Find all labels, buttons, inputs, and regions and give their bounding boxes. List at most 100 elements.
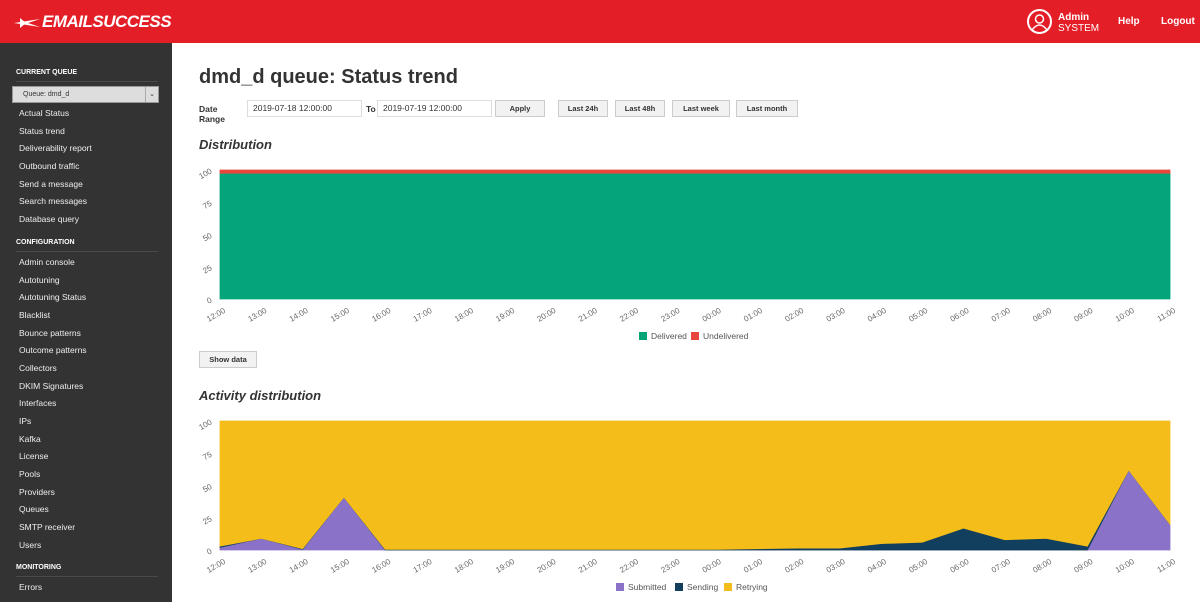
last-month-button[interactable]: Last month: [736, 100, 798, 117]
x-tick-label: 10:00: [1114, 306, 1136, 324]
last-24h-button[interactable]: Last 24h: [558, 100, 608, 117]
sidebar-item-smtp-receiver[interactable]: SMTP receiver: [19, 522, 76, 533]
top-bar: EMAILSUCCESS Admin SYSTEM Help Logout: [0, 0, 1200, 43]
x-tick-label: 01:00: [742, 306, 764, 324]
logo-arrow-icon: [14, 17, 40, 28]
sidebar-item-pools[interactable]: Pools: [19, 469, 41, 480]
x-tick-label: 06:00: [949, 557, 971, 575]
y-tick-label: 0: [205, 546, 214, 556]
sidebar-item-bounce-patterns[interactable]: Bounce patterns: [19, 327, 81, 338]
legend-label-undelivered[interactable]: Undelivered: [703, 331, 749, 341]
x-tick-label: 14:00: [288, 306, 310, 324]
sidebar-item-admin-console[interactable]: Admin console: [19, 256, 75, 267]
x-tick-label: 21:00: [577, 306, 599, 324]
sidebar-item-database-query[interactable]: Database query: [19, 214, 80, 225]
help-link[interactable]: Help: [1118, 16, 1140, 27]
apply-button[interactable]: Apply: [495, 100, 545, 117]
x-tick-label: 19:00: [494, 306, 516, 324]
sidebar-item-autotuning[interactable]: Autotuning: [19, 274, 60, 285]
x-tick-label: 02:00: [783, 557, 805, 575]
x-tick-label: 01:00: [742, 557, 764, 575]
x-tick-label: 20:00: [536, 557, 558, 575]
sidebar-item-kafka[interactable]: Kafka: [19, 433, 41, 444]
sidebar-item-search-messages[interactable]: Search messages: [19, 196, 88, 207]
sidebar-item-interfaces[interactable]: Interfaces: [19, 398, 57, 409]
sidebar-item-license[interactable]: License: [19, 451, 49, 462]
x-tick-label: 09:00: [1073, 557, 1095, 575]
x-tick-label: 23:00: [660, 306, 682, 324]
queue-select[interactable]: Queue: dmd_d ⌄: [12, 86, 159, 103]
sidebar-item-ips[interactable]: IPs: [19, 416, 32, 426]
y-tick-label: 100: [197, 166, 214, 181]
sidebar-item-status-trend[interactable]: Status trend: [19, 125, 65, 136]
user-info[interactable]: Admin SYSTEM: [1058, 12, 1099, 34]
x-tick-label: 14:00: [288, 557, 310, 575]
sidebar-item-outcome-patterns[interactable]: Outcome patterns: [19, 345, 87, 356]
x-tick-label: 20:00: [536, 306, 558, 324]
sidebar-item-deliverability-report[interactable]: Deliverability report: [19, 143, 92, 154]
y-tick-label: 75: [201, 199, 214, 212]
sidebar-item-collectors[interactable]: Collectors: [19, 362, 57, 373]
sidebar-item-send-a-message[interactable]: Send a message: [19, 178, 83, 189]
show-data-button[interactable]: Show data: [199, 351, 257, 368]
date-from-input[interactable]: 2019-07-18 12:00:00: [247, 100, 362, 117]
distribution-chart: 0 25 50 75 100 12:00 13:00 14:00 15:00 16:00 17:00…: [197, 166, 1178, 341]
legend-swatch-undelivered: [691, 332, 699, 340]
sidebar-item-dkim-signatures[interactable]: DKIM Signatures: [19, 380, 84, 391]
x-tick-label: 18:00: [453, 557, 475, 575]
x-tick-label: 09:00: [1073, 306, 1095, 324]
x-tick-label: 12:00: [205, 557, 227, 575]
x-tick-label: 04:00: [866, 306, 888, 324]
logout-link[interactable]: Logout: [1161, 16, 1195, 27]
logo[interactable]: EMAILSUCCESS: [14, 12, 172, 32]
x-tick-label: 17:00: [412, 557, 434, 575]
x-tick-label: 11:00: [1156, 557, 1178, 575]
x-tick-label: 22:00: [618, 557, 640, 575]
x-tick-label: 02:00: [783, 306, 805, 324]
user-role: SYSTEM: [1058, 23, 1100, 34]
x-tick-label: 18:00: [453, 306, 475, 324]
legend-swatch-sending: [675, 583, 683, 591]
x-tick-label: 00:00: [701, 557, 723, 575]
y-tick-label: 100: [197, 417, 214, 432]
y-tick-label: 75: [201, 450, 214, 463]
legend-label-submitted[interactable]: Submitted: [628, 582, 667, 592]
x-tick-label: 19:00: [494, 557, 516, 575]
sidebar-item-errors[interactable]: Errors: [19, 581, 43, 592]
date-to-input[interactable]: 2019-07-19 12:00:00: [377, 100, 492, 117]
series-area-delivered: [219, 172, 1171, 300]
legend-label-retrying[interactable]: Retrying: [736, 582, 768, 592]
x-tick-label: 12:00: [205, 306, 227, 324]
chevron-down-icon: ⌄: [145, 87, 158, 102]
sidebar-item-providers[interactable]: Providers: [19, 486, 55, 497]
distribution-title: Distribution: [199, 137, 272, 152]
sidebar-item-queues[interactable]: Queues: [19, 504, 49, 515]
x-tick-label: 11:00: [1156, 306, 1178, 324]
sidebar-item-outbound-traffic[interactable]: Outbound traffic: [19, 161, 80, 172]
series-area-undelivered: [219, 169, 1171, 174]
legend-label-delivered[interactable]: Delivered: [651, 331, 687, 341]
user-avatar-icon[interactable]: [1027, 9, 1052, 34]
sidebar-item-users[interactable]: Users: [19, 539, 42, 550]
monitoring-heading: MONITORING: [16, 564, 158, 577]
legend-label-sending[interactable]: Sending: [687, 582, 718, 592]
x-tick-label: 17:00: [412, 306, 434, 324]
activity-distribution-chart: 0 25 50 75 100 12:00 13:00 14:00 15:00 16:00 17:00…: [197, 417, 1178, 592]
user-name: Admin: [1058, 12, 1090, 23]
x-tick-label: 07:00: [990, 306, 1012, 324]
y-tick-label: 25: [201, 263, 214, 276]
last-48h-button[interactable]: Last 48h: [615, 100, 665, 117]
x-tick-label: 07:00: [990, 557, 1012, 575]
x-tick-label: 16:00: [370, 306, 392, 324]
y-tick-label: 50: [201, 482, 214, 495]
configuration-heading: CONFIGURATION: [16, 239, 158, 252]
y-tick-label: 50: [201, 231, 214, 244]
y-tick-label: 25: [201, 514, 214, 527]
series-area-retrying: [219, 420, 1171, 550]
sidebar-item-autotuning-status[interactable]: Autotuning Status: [19, 292, 87, 303]
x-tick-label: 05:00: [907, 306, 929, 324]
queue-select-value: Queue: dmd_d: [23, 91, 70, 98]
sidebar-item-actual-status[interactable]: Actual Status: [19, 108, 70, 118]
sidebar-item-blacklist[interactable]: Blacklist: [19, 309, 51, 320]
last-week-button[interactable]: Last week: [672, 100, 730, 117]
